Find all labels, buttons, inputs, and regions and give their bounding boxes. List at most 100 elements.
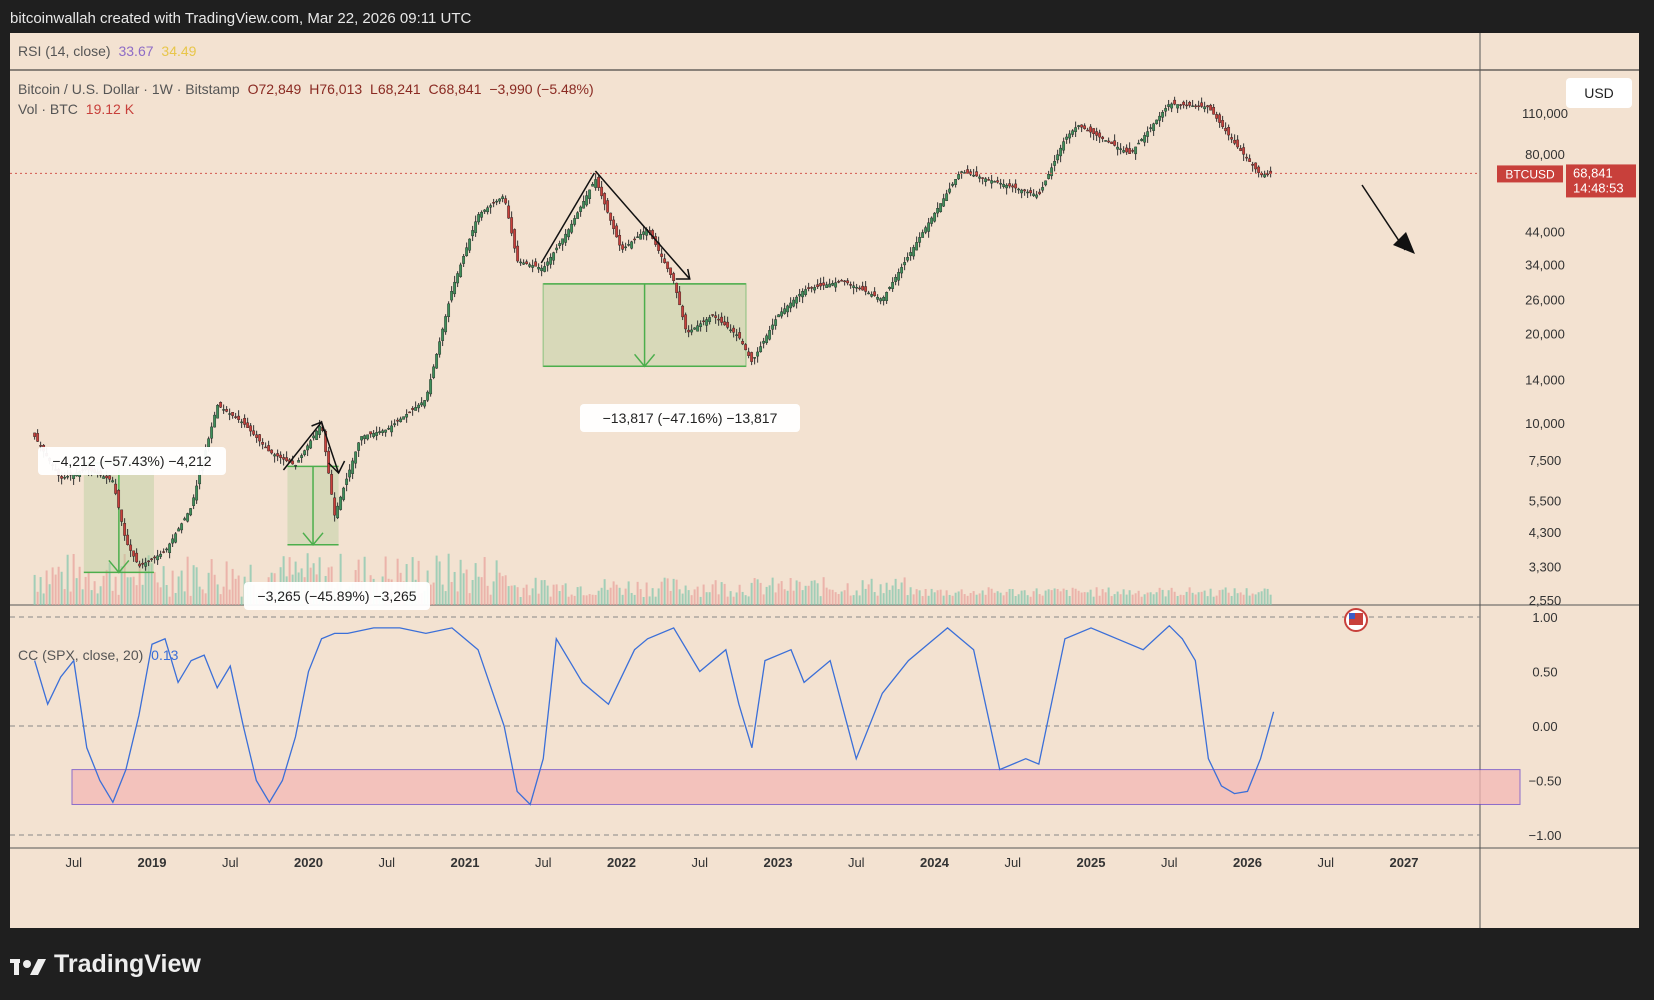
cc-tick-label: −0.50	[1529, 774, 1562, 789]
volume-bar	[195, 567, 198, 605]
volume-bar	[36, 591, 39, 605]
volume-bar	[987, 587, 990, 605]
volume-bar	[834, 592, 837, 605]
volume-bar	[696, 586, 699, 605]
candle-body	[672, 273, 676, 281]
candle-body	[1155, 119, 1159, 124]
candle-body	[825, 284, 829, 288]
candle-body	[1197, 105, 1201, 107]
volume-bar	[588, 594, 591, 605]
time-tick-label: 2027	[1390, 855, 1419, 870]
candle-body	[660, 253, 664, 257]
candle-body	[1101, 136, 1105, 139]
candle-body	[798, 293, 802, 297]
volume-bar	[1065, 589, 1068, 605]
volume-bar	[135, 585, 138, 605]
volume-bar	[543, 580, 546, 605]
chart-svg[interactable]: 110,000 80,000 44,000 34,000 26,000 20,000 14,…	[10, 33, 1639, 928]
candle-body	[162, 551, 166, 553]
volume-bar	[144, 558, 147, 605]
candle-body	[1095, 131, 1099, 136]
volume-bar	[759, 582, 762, 605]
candle-body	[1065, 136, 1069, 140]
volume-bar	[831, 589, 834, 605]
candle-body	[792, 299, 796, 307]
candle-body	[1221, 120, 1225, 127]
volume-bar	[864, 588, 867, 605]
volume-bar	[807, 585, 810, 605]
volume-bar	[99, 586, 102, 605]
candle-body	[579, 206, 583, 212]
volume-bar	[534, 577, 537, 605]
tradingview-icon	[10, 955, 46, 975]
volume-bar	[903, 577, 906, 605]
candle-body	[771, 324, 775, 330]
candle-body	[249, 425, 253, 432]
volume-bar	[717, 594, 720, 605]
candle-body	[153, 556, 157, 559]
candle-body	[198, 473, 202, 485]
volume-bar	[54, 574, 57, 605]
candle-body	[588, 189, 592, 199]
candle-body	[642, 231, 646, 235]
volume-bar	[51, 567, 54, 605]
volume-bar	[1203, 590, 1206, 605]
candle-body	[123, 523, 127, 536]
candle-body	[255, 434, 259, 438]
candle-body	[942, 198, 946, 207]
candle-body	[543, 266, 547, 272]
candle-body	[492, 201, 496, 204]
volume-bar	[1188, 587, 1191, 605]
currency-button[interactable]: USD	[1566, 78, 1632, 108]
candle-body	[33, 432, 37, 437]
volume-bar	[78, 566, 81, 605]
candle-body	[1035, 194, 1039, 198]
candle-body	[291, 460, 295, 465]
candle-body	[774, 319, 778, 326]
volume-bar	[960, 589, 963, 605]
volume-bar	[162, 566, 165, 605]
volume-bar	[738, 584, 741, 605]
chart-area[interactable]: 110,000 80,000 44,000 34,000 26,000 20,000 14,…	[10, 33, 1639, 928]
volume-bar	[1140, 596, 1143, 605]
volume-bar	[1227, 592, 1230, 605]
candle-body	[705, 319, 709, 326]
volume-bar	[741, 591, 744, 605]
candle-body	[279, 454, 283, 458]
candle-body	[513, 229, 517, 249]
volume-bar	[1233, 588, 1236, 605]
candle-body	[363, 435, 367, 440]
volume-bar	[744, 595, 747, 605]
volume-bar	[1095, 587, 1098, 605]
volume-bar	[1146, 592, 1149, 605]
volume-bar	[657, 588, 660, 605]
volume-bar	[1077, 590, 1080, 605]
candle-body	[504, 198, 508, 204]
candle-body	[1050, 167, 1054, 177]
volume-bar	[936, 590, 939, 605]
volume-bar	[618, 587, 621, 605]
volume-bar	[462, 573, 465, 605]
price-tick-label: 10,000	[1525, 416, 1565, 431]
volume-bar	[1206, 596, 1209, 605]
candle-body	[1011, 185, 1015, 188]
volume-bar	[660, 581, 663, 605]
volume-bar	[1053, 588, 1056, 605]
time-tick-label: Jul	[1317, 855, 1334, 870]
volume-bar	[792, 590, 795, 605]
candle-body	[66, 475, 70, 478]
candle-body	[393, 423, 397, 426]
measure-label-box	[580, 404, 800, 432]
trend-arrow	[540, 172, 596, 264]
measure-label: −13,817 (−47.16%) −13,817	[603, 410, 778, 426]
candle-body	[828, 283, 832, 288]
volume-bar	[765, 586, 768, 605]
volume-bar	[813, 580, 816, 605]
volume-bar	[972, 591, 975, 605]
volume-bar	[591, 594, 594, 605]
volume-bar	[951, 595, 954, 605]
volume-bar	[507, 586, 510, 605]
volume-bar	[1014, 596, 1017, 605]
volume-bar	[690, 595, 693, 605]
volume-bar	[1023, 590, 1026, 605]
